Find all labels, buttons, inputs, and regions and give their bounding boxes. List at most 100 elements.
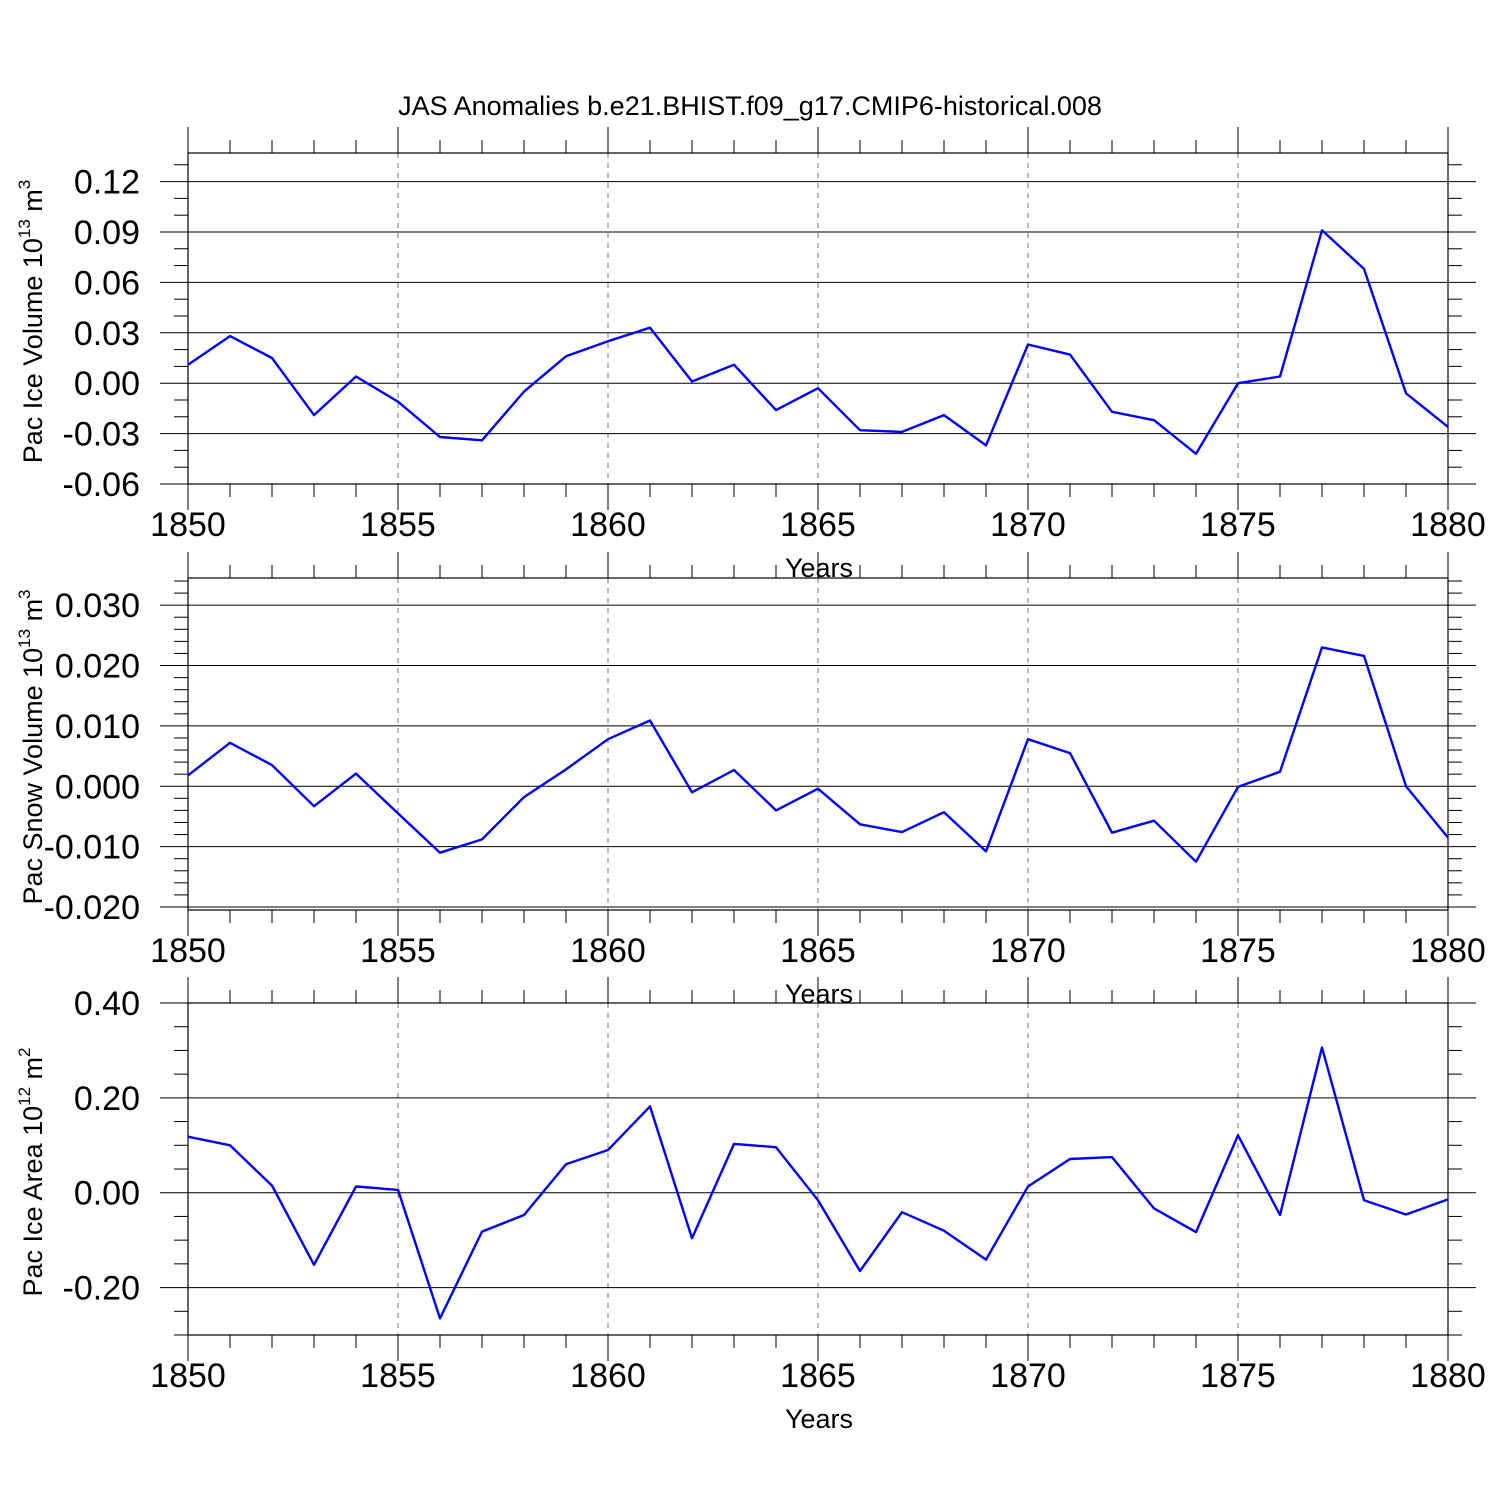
x-tick-label: 1875: [1200, 1357, 1276, 1395]
x-tick-label: 1870: [990, 932, 1066, 970]
data-point: [439, 852, 441, 854]
data-point: [817, 387, 819, 389]
x-tick-label: 1875: [1200, 932, 1276, 970]
data-point: [859, 429, 861, 431]
data-point: [565, 768, 567, 770]
data-point: [397, 812, 399, 814]
data-point: [1237, 1134, 1239, 1136]
data-point: [271, 357, 273, 359]
data-point: [439, 436, 441, 438]
data-point: [649, 327, 651, 329]
data-point: [1321, 646, 1323, 648]
data-point: [187, 364, 189, 366]
plot-frame: [187, 577, 1449, 911]
data-point: [943, 811, 945, 813]
data-point: [1447, 1198, 1449, 1200]
data-point: [1027, 738, 1029, 740]
x-tick-label: 1870: [990, 1357, 1066, 1395]
data-point: [1153, 1207, 1155, 1209]
x-tick-label: 1855: [360, 932, 436, 970]
x-tick-label: 1875: [1200, 506, 1276, 544]
data-point: [817, 788, 819, 790]
data-point: [985, 850, 987, 852]
x-tick-label: 1865: [780, 506, 856, 544]
data-point: [733, 364, 735, 366]
y-tick-label: 0.010: [55, 708, 140, 746]
data-point: [1321, 229, 1323, 231]
data-series-line: [187, 229, 1449, 455]
x-tick-label: 1880: [1410, 932, 1486, 970]
data-point: [439, 1317, 441, 1319]
data-point: [733, 769, 735, 771]
y-tick-label: 0.020: [55, 648, 140, 686]
data-point: [775, 809, 777, 811]
chart-title: JAS Anomalies b.e21.BHIST.f09_g17.CMIP6-…: [398, 91, 1102, 121]
x-tick-label: 1865: [780, 1357, 856, 1395]
y-tick-label: 0.000: [55, 768, 140, 806]
data-point: [481, 838, 483, 840]
data-point: [1279, 771, 1281, 773]
data-point: [355, 375, 357, 377]
y-tick-label: 0.09: [74, 214, 140, 252]
panel-pac-ice-area: 0.40 0.20 0.00 -0.20 1850 1855 1860 1865 1870 187…: [15, 977, 1486, 1434]
data-point: [271, 764, 273, 766]
data-point: [523, 390, 525, 392]
data-point: [313, 414, 315, 416]
y-tick-label: 0.12: [74, 164, 140, 202]
data-point: [1195, 861, 1197, 863]
data-point: [1153, 820, 1155, 822]
data-point: [187, 774, 189, 776]
data-point: [1363, 655, 1365, 657]
data-point: [691, 791, 693, 793]
panel-pac-snow-volume: 0.030 0.020 0.010 0.000 -0.010 -0.020 1850 1855…: [15, 552, 1486, 1009]
data-point: [985, 444, 987, 446]
y-tick-label: -0.06: [63, 466, 141, 504]
y-axis-label: Pac Snow Volume 1013 m3: [15, 589, 48, 904]
data-point: [607, 1149, 609, 1151]
data-point: [859, 1270, 861, 1272]
data-point: [229, 1144, 231, 1146]
data-point: [313, 1264, 315, 1266]
data-point: [1111, 1156, 1113, 1158]
plot-frame: [187, 1002, 1449, 1336]
y-tick-label: 0.03: [74, 315, 140, 353]
data-point: [1069, 353, 1071, 355]
x-tick-label: 1855: [360, 506, 436, 544]
y-tick-label: 0.00: [74, 365, 140, 403]
data-point: [607, 738, 609, 740]
data-point: [985, 1258, 987, 1260]
data-series-line: [187, 646, 1449, 863]
data-point: [691, 1237, 693, 1239]
data-point: [691, 380, 693, 382]
y-tick-label: 0.06: [74, 264, 140, 302]
x-axis-label: Years: [785, 979, 853, 1009]
data-point: [1069, 752, 1071, 754]
x-tick-label: 1850: [150, 932, 226, 970]
data-point: [943, 1230, 945, 1232]
data-point: [187, 1136, 189, 1138]
data-point: [1237, 382, 1239, 384]
data-point: [943, 414, 945, 416]
data-point: [1321, 1046, 1323, 1048]
x-axis-label: Years: [785, 1404, 853, 1434]
data-point: [481, 439, 483, 441]
data-point: [817, 1199, 819, 1201]
data-point: [1447, 836, 1449, 838]
data-point: [901, 831, 903, 833]
data-point: [1195, 1231, 1197, 1233]
data-point: [775, 409, 777, 411]
y-tick-label: -0.03: [63, 416, 141, 454]
x-tick-label: 1860: [570, 506, 646, 544]
data-point: [1153, 419, 1155, 421]
data-point: [733, 1143, 735, 1145]
y-tick-label: -0.020: [44, 889, 140, 927]
data-series-line: [187, 1046, 1449, 1320]
data-point: [607, 340, 609, 342]
plot-frame: [187, 152, 1449, 485]
data-point: [1027, 1185, 1029, 1187]
y-tick-label: -0.20: [63, 1270, 141, 1308]
x-tick-label: 1850: [150, 1357, 226, 1395]
y-tick-label: 0.00: [74, 1175, 140, 1213]
